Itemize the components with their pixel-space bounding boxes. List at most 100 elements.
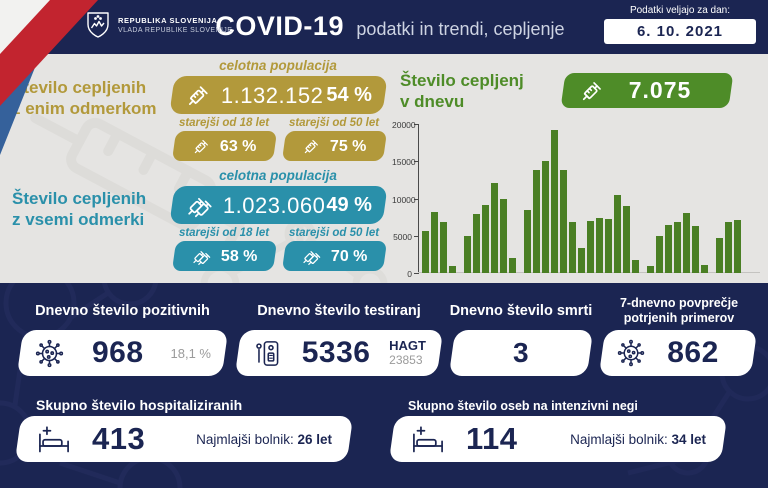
all-doses-heading: Število cepljenih z vsemi odmerki (12, 189, 147, 230)
chart-bar (605, 219, 612, 273)
daily-vaccinations-chart: 0 5000 10000 15000 20000 (392, 118, 764, 280)
y-axis-tick (414, 198, 419, 200)
double-syringe-icon (191, 250, 211, 267)
all-doses-over50-box: 70 % (281, 241, 388, 271)
first-dose-over50-percent: 75 % (330, 137, 367, 154)
syringe-icon (579, 81, 601, 103)
all-doses-count-box: 1.023.060 49 % (169, 186, 388, 224)
all-doses-percent: 49 % (326, 193, 372, 216)
chart-bar (683, 213, 690, 273)
chart-bar (551, 130, 558, 273)
header: REPUBLIKA SLOVENIJA VLADA REPUBLIKE SLOV… (0, 0, 768, 54)
y-axis-tick (414, 124, 419, 125)
hospitalized-card: 413 Najmlajši bolnik: 26 let (14, 416, 354, 462)
chart-bar (524, 210, 531, 273)
hospital-bed-icon (39, 426, 69, 453)
chart-group-gap (641, 272, 645, 273)
all-doses-over50-percent: 70 % (331, 247, 368, 264)
chart-group-gap (458, 272, 462, 273)
deaths-value: 3 (512, 337, 530, 368)
hospitalized-youngest: Najmlajši bolnik: 26 let (196, 431, 332, 447)
icu-card: 114 Najmlajši bolnik: 34 let (388, 416, 728, 462)
chart-bar (482, 205, 489, 273)
logo-line2: VLADA REPUBLIKE SLOVENIJE (118, 27, 233, 34)
chart-bar (473, 214, 480, 273)
first-dose-percent: 54 % (326, 83, 372, 106)
tests-title: Dnevno število testiranj (257, 303, 421, 319)
syringe-icon (192, 139, 209, 155)
positive-percent: 18,1 % (170, 345, 211, 361)
chart-bar (596, 218, 603, 273)
date-block: Podatki veljajo za dan: 6. 10. 2021 (604, 5, 756, 44)
tests-card: 5336 HAGT 23853 (234, 330, 444, 376)
positive-card: 968 18,1 % (16, 330, 229, 376)
chart-bar (491, 183, 498, 273)
y-axis-tick (414, 161, 419, 163)
chart-bar (533, 170, 540, 273)
chart-bar (569, 222, 576, 273)
chart-bar (692, 226, 699, 273)
coat-of-arms-icon (87, 12, 109, 38)
y-axis-tick (414, 273, 419, 274)
chart-group-gap (710, 272, 714, 273)
chart-bar (674, 222, 681, 273)
virus-icon (617, 339, 645, 367)
syringe-icon (302, 139, 319, 155)
y-axis-tick-label: 0 (407, 269, 412, 279)
icu-value: 114 (466, 421, 518, 456)
chart-bar (422, 231, 429, 273)
chart-bar (656, 236, 663, 273)
chart-bar (560, 170, 567, 273)
date-label: Podatki veljajo za dan: (629, 5, 731, 16)
logo-line1: REPUBLIKA SLOVENIJA (118, 16, 218, 25)
chart-bar (734, 220, 741, 273)
y-axis-tick-label: 5000 (393, 231, 412, 242)
daily-vaccinations-box: 7.075 (560, 73, 734, 108)
avg7-card: 862 (598, 330, 758, 376)
all-doses-count: 1.023.060 (223, 192, 326, 217)
chart-bars (422, 124, 741, 273)
chart-bar (500, 199, 507, 273)
syringe-icon (185, 85, 208, 108)
avg7-value: 862 (667, 336, 719, 369)
chart-bar (449, 266, 456, 273)
deaths-title: Dnevno število smrti (449, 303, 593, 319)
double-syringe-icon (185, 197, 212, 220)
all-doses-population-label: celotna populacija (219, 168, 337, 183)
chart-bar (509, 258, 516, 273)
first-dose-over50-label: starejši od 50 let (288, 117, 380, 129)
first-dose-count: 1.132.152 (221, 82, 324, 107)
avg7-title: 7-dnevno povprečje potrjenih primerov (619, 296, 739, 325)
y-axis-tick-label: 20000 (392, 120, 416, 130)
first-dose-over18-label: starejši od 18 let (178, 117, 270, 129)
chart-bar (587, 221, 594, 273)
all-doses-over18-label: starejši od 18 let (178, 227, 270, 239)
page-title: COVID-19 podatki in trendi, cepljenje (180, 11, 600, 42)
chart-bar (623, 206, 630, 273)
test-kit-icon (256, 340, 279, 366)
hospitalized-value: 413 (92, 421, 146, 456)
daily-vaccinations-value: 7.075 (628, 77, 692, 103)
y-axis-tick-label: 10000 (392, 194, 416, 205)
tests-value: 5336 (301, 336, 371, 369)
first-dose-population-label: celotna populacija (219, 58, 337, 73)
positive-value: 968 (91, 336, 144, 369)
first-dose-over18-percent: 63 % (220, 137, 257, 154)
first-dose-over50-box: 75 % (281, 131, 388, 161)
hagt-block: HAGT 23853 (389, 338, 426, 366)
all-doses-over18-box: 58 % (171, 241, 278, 271)
government-logo: REPUBLIKA SLOVENIJA VLADA REPUBLIKE SLOV… (86, 11, 232, 39)
daily-vaccinations-heading: Število cepljenj v dnevu (400, 71, 524, 112)
first-dose-heading: Število cepljenih z enim odmerkom (12, 78, 157, 119)
first-dose-over18-box: 63 % (171, 131, 278, 161)
virus-icon (35, 339, 64, 367)
y-axis-tick (414, 235, 419, 237)
page-title-rest: podatki in trendi, cepljenje (356, 19, 565, 39)
chart-bar (701, 265, 708, 273)
chart-bar (725, 222, 732, 273)
chart-bar (464, 236, 471, 273)
icu-youngest: Najmlajši bolnik: 34 let (570, 431, 706, 447)
positive-title: Dnevno število pozitivnih (35, 303, 210, 319)
page-title-bold: COVID-19 (215, 11, 344, 41)
